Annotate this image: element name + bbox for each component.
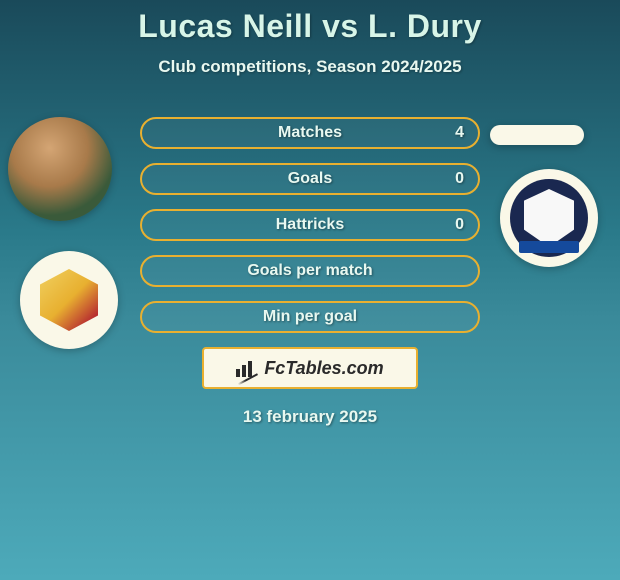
- stat-row-hattricks: Hattricks 0: [140, 209, 480, 241]
- brand-text: FcTables.com: [264, 358, 383, 379]
- club-logo-right: [500, 169, 598, 267]
- club-crest-left-icon: [40, 269, 98, 331]
- stat-label: Hattricks: [276, 216, 344, 234]
- subtitle: Club competitions, Season 2024/2025: [0, 57, 620, 77]
- stat-label: Goals per match: [247, 262, 372, 280]
- stat-label: Min per goal: [263, 308, 357, 326]
- stat-row-matches: Matches 4: [140, 117, 480, 149]
- brand-box[interactable]: FcTables.com: [202, 347, 418, 389]
- stats-panel: Matches 4 Goals 0 Hattricks 0 Goals per …: [140, 117, 480, 427]
- chart-icon: [236, 359, 258, 377]
- stat-row-min-per-goal: Min per goal: [140, 301, 480, 333]
- club-crest-right-icon: [510, 179, 588, 257]
- date-text: 13 february 2025: [140, 407, 480, 427]
- club-logo-left: [20, 251, 118, 349]
- stat-label: Goals: [288, 170, 332, 188]
- stat-row-goals-per-match: Goals per match: [140, 255, 480, 287]
- player-photo-right: [490, 125, 584, 145]
- stat-value-right: 0: [455, 170, 464, 188]
- page-title: Lucas Neill vs L. Dury: [0, 0, 620, 45]
- stat-value-right: 4: [455, 124, 464, 142]
- stat-value-right: 0: [455, 216, 464, 234]
- player-photo-left: [8, 117, 112, 221]
- stat-row-goals: Goals 0: [140, 163, 480, 195]
- stat-label: Matches: [278, 124, 342, 142]
